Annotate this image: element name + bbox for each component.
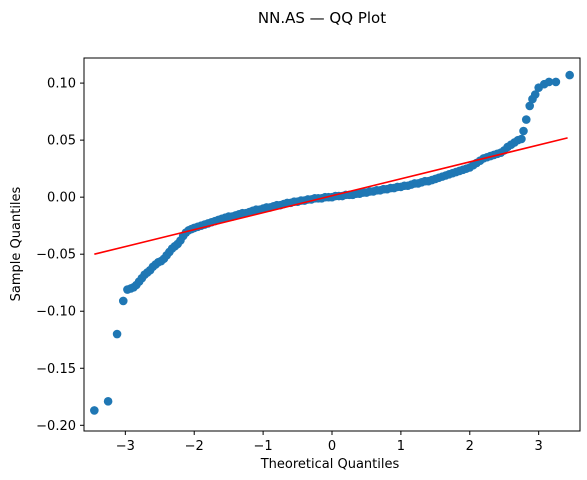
data-point	[519, 126, 528, 136]
plot-frame	[83, 57, 581, 432]
x-tick-label: 0	[328, 439, 336, 454]
reference-line	[94, 137, 568, 255]
x-tick-label: 1	[397, 439, 405, 454]
x-axis-label: Theoretical Quantiles	[260, 457, 400, 472]
data-point	[551, 77, 561, 87]
y-tick-label: −0.15	[36, 362, 76, 377]
data-point	[517, 134, 526, 144]
chart-title: NN.AS — QQ Plot	[258, 9, 386, 27]
x-axis-ticks: −3 −2 −1 0 1 2 3	[116, 431, 543, 454]
x-tick-label: −1	[254, 439, 273, 454]
plot-area	[83, 57, 581, 432]
data-point	[530, 90, 540, 99]
data-point	[525, 101, 535, 111]
data-point	[90, 406, 99, 415]
y-tick-label: −0.20	[36, 419, 76, 434]
data-point	[103, 397, 113, 406]
x-tick-label: −3	[116, 439, 135, 454]
y-tick-label: −0.10	[36, 305, 76, 320]
data-point	[112, 329, 122, 339]
data-point	[565, 70, 574, 80]
data-point	[521, 115, 531, 124]
y-axis-ticks: −0.20 −0.15 −0.10 −0.05 0.00 0.05 0.10	[36, 77, 84, 434]
y-tick-label: 0.00	[47, 191, 76, 206]
x-tick-label: 2	[466, 439, 474, 454]
x-tick-label: −2	[185, 439, 204, 454]
data-point	[544, 77, 554, 87]
y-tick-label: −0.05	[36, 248, 76, 263]
data-point	[118, 296, 128, 306]
y-tick-label: 0.05	[47, 134, 76, 149]
x-tick-label: 3	[535, 439, 543, 454]
y-axis-label: Sample Quantiles	[9, 186, 24, 301]
y-tick-label: 0.10	[47, 77, 76, 92]
data-points	[90, 70, 574, 415]
